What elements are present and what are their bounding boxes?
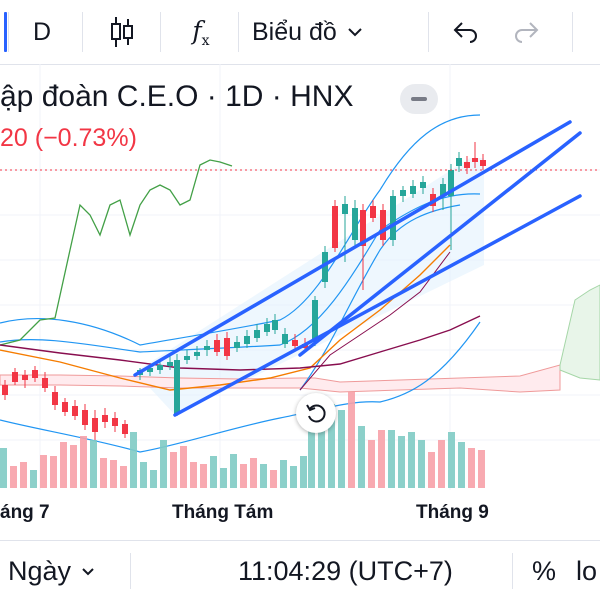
date-range-button[interactable]: Ngày [8, 541, 95, 601]
chevron-down-icon [82, 567, 94, 575]
timezone-clock[interactable]: 11:04:29 (UTC+7) [238, 541, 453, 601]
minus-icon [411, 97, 427, 101]
chart-menu-label: Biểu đồ [252, 17, 337, 46]
undo-button[interactable] [446, 0, 486, 64]
toolbar-divider [82, 12, 83, 52]
legend-collapse-button[interactable] [400, 84, 438, 114]
bottom-divider [130, 553, 131, 589]
bottom-divider [512, 553, 513, 589]
toolbar-divider [428, 12, 429, 52]
candlestick-icon [111, 17, 133, 47]
x-axis-label: áng 7 [0, 502, 50, 523]
x-axis-label: Tháng Tám [172, 502, 274, 523]
price-change: 20 (−0.73%) [0, 124, 137, 152]
bottom-toolbar: Ngày 11:04:29 (UTC+7) % lo [0, 540, 600, 601]
indicators-button[interactable]: fx [178, 0, 224, 64]
undo-icon [453, 22, 477, 43]
x-axis-label: Tháng 9 [416, 502, 489, 523]
trend-channel[interactable] [133, 120, 582, 417]
ma-maroon [0, 315, 481, 371]
interval-label: D [32, 17, 52, 46]
price-chart[interactable] [0, 64, 600, 504]
top-toolbar: D fx Biểu đồ [0, 0, 600, 65]
toolbar-divider [160, 12, 161, 52]
redo-icon [515, 22, 539, 43]
chart-type-button[interactable] [98, 0, 146, 64]
chevron-down-icon [348, 28, 362, 37]
reset-chart-button[interactable] [296, 393, 336, 433]
toolbar-divider [8, 12, 9, 52]
ma-maroon-short [299, 251, 451, 391]
fx-subscript: x [201, 32, 210, 49]
redo-button[interactable] [506, 0, 546, 64]
lagging-span [0, 159, 233, 346]
date-range-label: Ngày [8, 555, 72, 586]
toolbar-divider [238, 12, 239, 52]
log-label: lo [576, 555, 598, 586]
percent-label: % [532, 555, 557, 586]
symbol-title: ập đoàn C.E.O · 1D · HNX [0, 80, 354, 113]
fx-icon: fx [192, 16, 209, 49]
volume-bars [0, 392, 485, 488]
chart-menu-button[interactable]: Biểu đồ [252, 0, 412, 64]
log-scale-button[interactable]: lo [576, 541, 597, 601]
interval-button[interactable]: D [20, 0, 64, 64]
candles [2, 142, 486, 440]
percent-scale-button[interactable]: % [532, 541, 556, 601]
fx-glyph: f [192, 15, 202, 45]
ichimoku-cloud-green [559, 284, 600, 381]
toolbar-divider [572, 12, 573, 52]
toolbar-left-edge [0, 0, 10, 64]
clock-label: 11:04:29 (UTC+7) [238, 555, 453, 586]
reset-icon [306, 404, 326, 423]
